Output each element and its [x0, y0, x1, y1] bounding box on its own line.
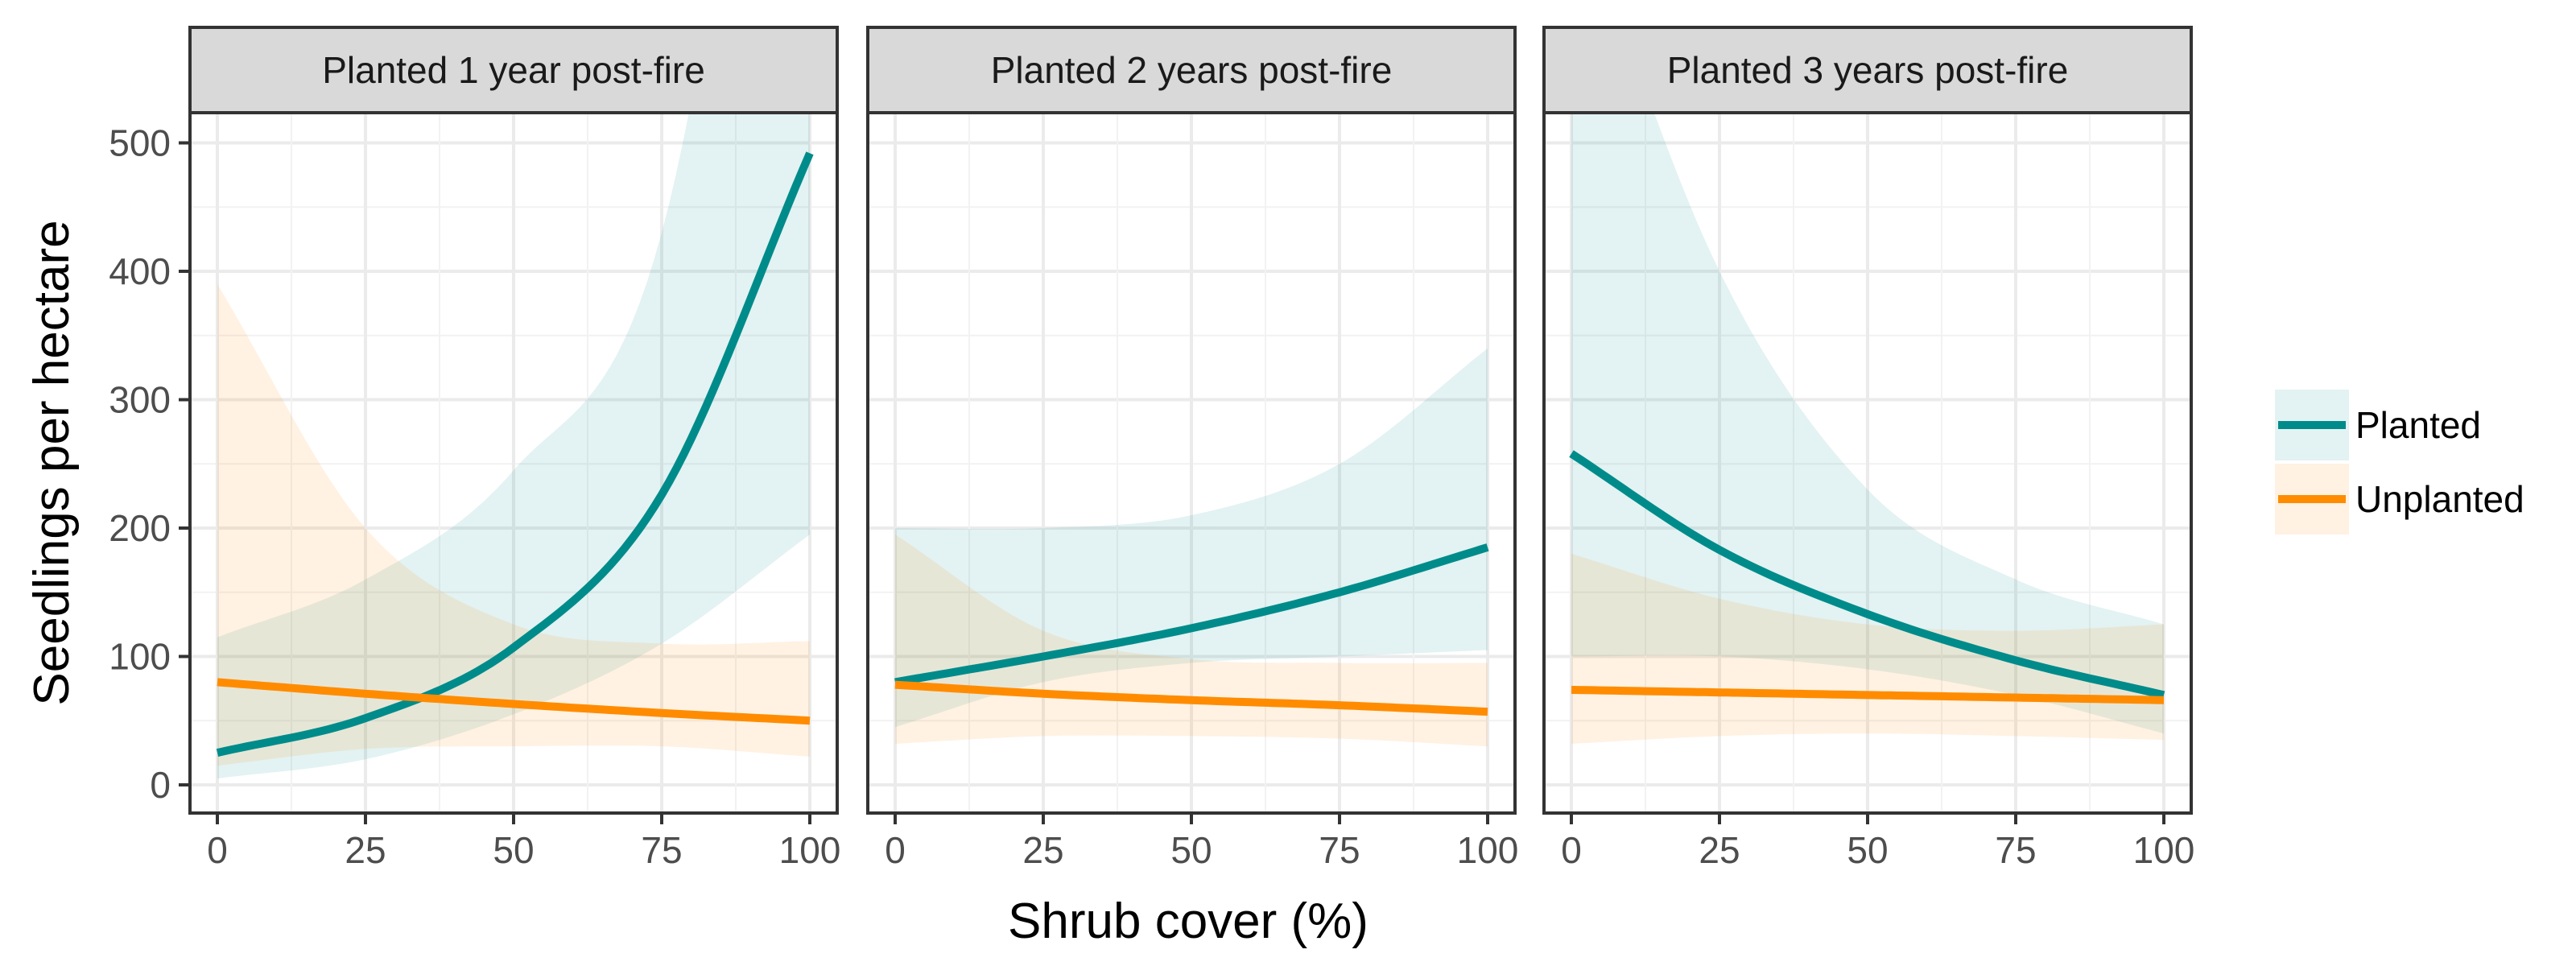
x-tick-label: 25 [1699, 829, 1740, 871]
series-line-unplanted [217, 678, 811, 725]
y-tick-label: 100 [109, 636, 171, 678]
x-tick-label: 75 [641, 829, 682, 871]
panel-1: Planted 1 year post-fire 0 25 50 75 100 [188, 26, 841, 871]
x-axis-title: Shrub cover (%) [1008, 894, 1368, 949]
x-tick-label: 25 [345, 829, 386, 871]
x-tick-label: 0 [885, 829, 906, 871]
x-tick-label: 50 [1170, 829, 1212, 871]
series-layer [1569, 113, 2165, 744]
series-line-planted [894, 543, 1489, 687]
x-tick-label: 25 [1022, 829, 1063, 871]
x-tick-label: 100 [1457, 829, 1519, 871]
series-layer [216, 113, 814, 778]
confidence-band-planted [895, 348, 1488, 728]
x-tick-label: 50 [493, 829, 534, 871]
gridlines [190, 113, 837, 813]
x-tick-label: 50 [1847, 829, 1888, 871]
legend-key-unplanted: Unplanted [2275, 464, 2524, 535]
x-tick-label: 100 [779, 829, 841, 871]
series-layer [894, 348, 1489, 747]
y-tick-label: 200 [109, 507, 171, 549]
series-line-planted [1569, 450, 2165, 700]
gridlines [868, 113, 1515, 813]
legend-label: Planted [2355, 404, 2481, 446]
y-tick-label: 0 [150, 764, 171, 806]
series-line-unplanted [1571, 686, 2165, 704]
confidence-band-planted [217, 113, 810, 778]
panel-strip [1542, 26, 2193, 114]
panel-strip [188, 26, 839, 114]
series-line-unplanted [894, 680, 1488, 716]
confidence-band-planted [1571, 113, 2164, 734]
panel-title: Planted 2 years post-fire [991, 49, 1393, 91]
x-tick-label: 75 [1319, 829, 1360, 871]
y-tick-label: 400 [109, 250, 171, 292]
confidence-band-unplanted [217, 284, 810, 766]
x-tick-label: 75 [1995, 829, 2036, 871]
x-tick-label: 0 [1561, 829, 1582, 871]
panel-2: Planted 2 years post-fire 0 25 50 75 100 [866, 26, 1519, 871]
legend: Planted Unplanted [2275, 390, 2524, 535]
legend-label: Unplanted [2355, 478, 2524, 520]
series-line-planted [216, 151, 814, 757]
y-tick-label: 300 [109, 379, 171, 421]
panel-title: Planted 3 years post-fire [1667, 49, 2069, 91]
panel-3: Planted 3 years post-fire 0 25 50 75 100 [1542, 26, 2195, 871]
panel-strip [866, 26, 1517, 114]
y-axis-ticks: 0 100 200 300 400 500 [109, 122, 190, 806]
x-tick-label: 0 [207, 829, 228, 871]
x-tick-label: 100 [2133, 829, 2195, 871]
panel-title: Planted 1 year post-fire [322, 49, 705, 91]
legend-key-planted: Planted [2275, 390, 2481, 460]
y-axis-title: Seedlings per hectare [24, 220, 80, 705]
y-tick-label: 500 [109, 122, 171, 164]
